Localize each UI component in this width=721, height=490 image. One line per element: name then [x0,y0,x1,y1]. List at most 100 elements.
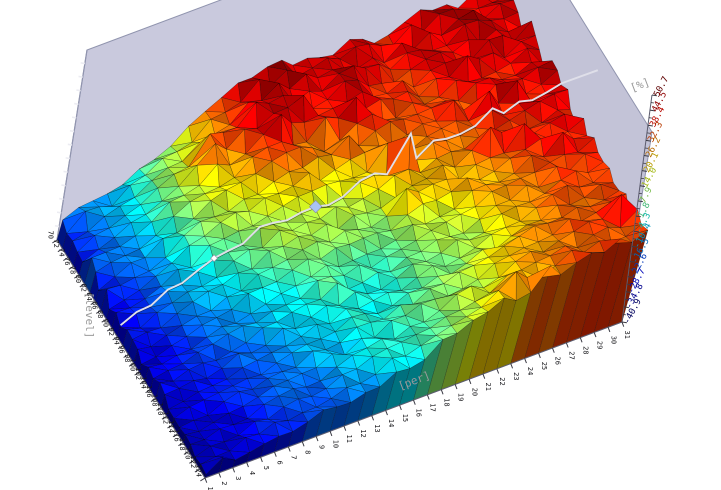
edge-notch [61,184,66,187]
level-tick [101,318,107,323]
per-tick [218,472,222,478]
percent-axis: 50.744.538.432.326.220.114.07.91.8-4.3-1… [621,75,671,326]
per-tick-label: 30 [609,336,617,344]
per-tick-label: 11 [345,435,353,443]
level-tick [112,336,118,341]
percent-tick [625,291,631,293]
level-tick [183,451,189,455]
level-tick-label: 112 [162,411,170,424]
percent-tick [641,170,647,172]
per-tick [232,467,236,473]
level-tick [156,407,162,411]
level-tick [139,380,145,385]
section-marker-small [210,254,218,263]
level-tick-label: 108 [151,394,159,407]
edge-notch [65,157,70,160]
level-tick [117,345,124,350]
per-tick-label: 27 [568,351,576,359]
level-axis-title: [level] [83,292,96,338]
per-tick-label: 29 [595,341,603,349]
edge-notch [80,62,85,65]
per-tick [385,410,388,416]
percent-tick [645,139,651,142]
per-tick [273,451,277,457]
per-tick [510,363,514,369]
percent-tick [633,230,639,233]
level-tick-label: 70 [47,231,55,239]
per-tick-label: 7 [290,455,298,459]
per-tick [496,368,500,374]
level-axis-line [56,239,206,479]
per-tick-label: 24 [526,367,534,375]
percent-tick [647,124,653,127]
per-tick-label: 20 [470,388,478,396]
per-tick [329,431,333,437]
per-tick-label: 31 [623,331,631,339]
per-tick [454,384,458,390]
level-tick-label: 102 [134,367,142,380]
level-tick-label: 86 [90,301,98,309]
level-tick [161,415,167,420]
level-axis: 7072747678808284868890929496981001021041… [47,231,206,482]
level-tick-label: 100 [129,359,137,372]
level-tick-label: 80 [74,275,82,283]
percent-tick [649,109,655,112]
percent-tick [643,155,649,157]
per-tick-label: 22 [498,377,506,385]
per-tick [301,441,305,447]
surface-facet [200,456,224,475]
percent-tick [627,276,633,278]
level-tick [63,257,69,261]
level-tick-label: 78 [68,266,76,274]
level-tick [106,327,113,332]
per-tick [315,436,319,442]
percent-axis-title: [%] [628,76,651,95]
per-tick-label: 9 [317,445,325,449]
level-tick-label: 116 [173,429,181,442]
per-tick [579,337,583,343]
edge-notch [63,170,68,173]
section-line [119,69,599,326]
level-tick [90,301,96,306]
per-tick-label: 10 [331,440,339,448]
level-tick-label: 122 [189,456,197,469]
per-tick [440,389,444,395]
edge-notch [74,102,79,106]
per-tick-label: 13 [373,424,381,432]
level-tick-label: 74 [57,248,65,256]
left-edge-notches [54,62,85,228]
per-tick [565,342,569,348]
edge-notch [56,211,62,214]
per-tick-label: 17 [429,403,437,411]
per-tick [538,353,541,359]
per-tick-label: 21 [484,383,492,391]
per-tick [482,373,486,379]
level-tick [74,274,80,279]
level-tick-label: 84 [85,292,93,300]
per-tick-label: 3 [234,476,242,480]
per-tick [287,446,291,452]
per-tick-label: 12 [359,429,367,437]
level-tick-label: 94 [112,336,120,344]
per-tick-label: 26 [554,357,562,365]
level-tick [57,248,63,253]
per-tick-label: 18 [442,398,450,406]
per-tick [343,425,347,431]
per-tick-label: 14 [387,419,395,427]
level-tick [167,424,173,429]
per-tick [468,379,472,385]
percent-tick [629,260,635,263]
per-tick [260,457,263,463]
per-tick-label: 28 [581,346,589,354]
level-tick [189,459,195,464]
per-tick-label: 25 [540,362,548,370]
level-tick-label: 124 [194,464,202,477]
per-tick [371,415,375,421]
level-tick [194,468,200,473]
per-tick-label: 5 [262,466,270,470]
level-tick [52,239,58,244]
per-tick [607,327,611,333]
